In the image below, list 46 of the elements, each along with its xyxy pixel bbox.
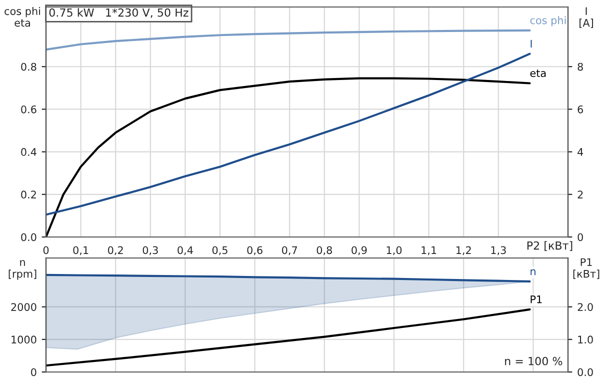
y2-tick-label: 2 xyxy=(578,190,583,198)
y2-axis-title: I [A] xyxy=(580,7,593,28)
x-axis-title: P2 [кВт] xyxy=(527,241,572,252)
y-tick-label: 1000 xyxy=(12,336,36,344)
y-tick-label: 0.4 xyxy=(21,148,36,156)
series-label: cos phi xyxy=(530,16,566,26)
y-axis-title: cos phi eta xyxy=(4,7,40,27)
x-tick-label: 0,3 xyxy=(142,246,158,256)
y2-tick-label: 2.0 xyxy=(578,303,593,311)
y-axis-title: n [rpm] xyxy=(8,260,36,280)
line-series xyxy=(46,29,531,51)
y2-tick-label: 0 xyxy=(578,233,583,242)
chart-title: 0.75 kW 1*230 V, 50 Hz xyxy=(49,8,188,18)
y2-tick-label: 6 xyxy=(578,105,583,114)
x-tick-label: 0,9 xyxy=(352,246,367,256)
y2-axis-title: P1 [кВт] xyxy=(573,258,600,279)
y-tick-label: 0.6 xyxy=(21,105,36,114)
line-series xyxy=(46,77,531,237)
series-label: P1 xyxy=(530,296,542,304)
x-tick-label: 0 xyxy=(43,246,49,254)
x-tick-label: 1,2 xyxy=(456,246,471,256)
y-tick-label: 2000 xyxy=(11,303,36,311)
y2-tick-label: 1.0 xyxy=(578,336,593,344)
x-tick-label: 0,6 xyxy=(247,246,262,256)
x-tick-label: 0,5 xyxy=(212,246,228,256)
series-label: eta xyxy=(530,70,546,78)
y2-tick-label: 0.0 xyxy=(578,368,593,376)
x-tick-label: 1,1 xyxy=(422,246,436,256)
series-label: I xyxy=(530,40,532,48)
series-label: n xyxy=(530,269,536,276)
y-tick-label: 0.0 xyxy=(21,233,36,242)
line-series xyxy=(46,274,531,282)
x-tick-label: 0,1 xyxy=(73,246,88,256)
line-series xyxy=(46,52,531,216)
x-tick-label: 0,8 xyxy=(316,246,332,256)
y-tick-label: 0.2 xyxy=(21,190,36,199)
x-tick-label: 0,4 xyxy=(178,246,193,256)
y2-tick-label: 8 xyxy=(578,62,583,71)
annotation: n = 100 % xyxy=(505,356,562,366)
x-tick-label: 0,2 xyxy=(108,246,123,256)
x-tick-label: 0,7 xyxy=(282,246,297,256)
y-tick-label: 0.8 xyxy=(21,62,36,71)
y2-tick-label: 4 xyxy=(578,148,584,156)
x-tick-label: 1,3 xyxy=(491,246,506,256)
y-tick-label: 0 xyxy=(31,368,36,376)
x-tick-label: 1,0 xyxy=(386,246,402,256)
